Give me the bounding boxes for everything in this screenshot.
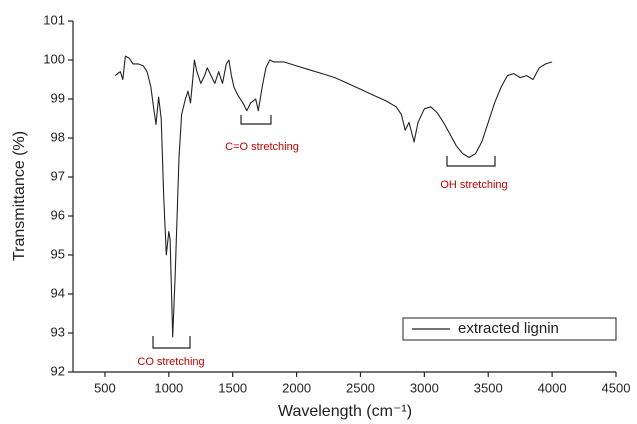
x-tick-label: 1500 [218,380,247,395]
x-tick-label: 2500 [346,380,375,395]
y-tick-label: 92 [51,363,65,378]
x-tick-label: 4000 [538,380,567,395]
y-axis-title: Transmittance (%) [11,131,28,261]
annotation: CO stretching [137,356,204,368]
x-tick-label: 3500 [474,380,503,395]
y-tick-label: 97 [51,168,65,183]
y-tick-label: 101 [43,12,65,27]
y-tick-label: 99 [51,90,65,105]
y-tick-label: 100 [43,51,65,66]
annotation: C=O stretching [225,141,299,153]
y-tick-label: 95 [51,246,65,261]
x-tick-label: 4500 [602,380,631,395]
y-tick-label: 94 [51,285,65,300]
x-tick-label: 1000 [154,380,183,395]
x-axis-title: Wavelength (cm⁻¹) [278,403,412,420]
legend-box [402,317,617,341]
annotation: OH stretching [440,179,507,191]
bracket [240,115,272,125]
x-tick-label: 3000 [410,380,439,395]
line-series [114,55,553,338]
x-tick-label: 2000 [282,380,311,395]
y-tick-label: 98 [51,129,65,144]
y-tick-label: 93 [51,324,65,339]
bracket [446,156,496,167]
y-tick-label: 96 [51,207,65,222]
x-tick-label: 500 [94,380,116,395]
bracket [152,336,191,349]
legend-label: extracted lignin [458,320,559,337]
